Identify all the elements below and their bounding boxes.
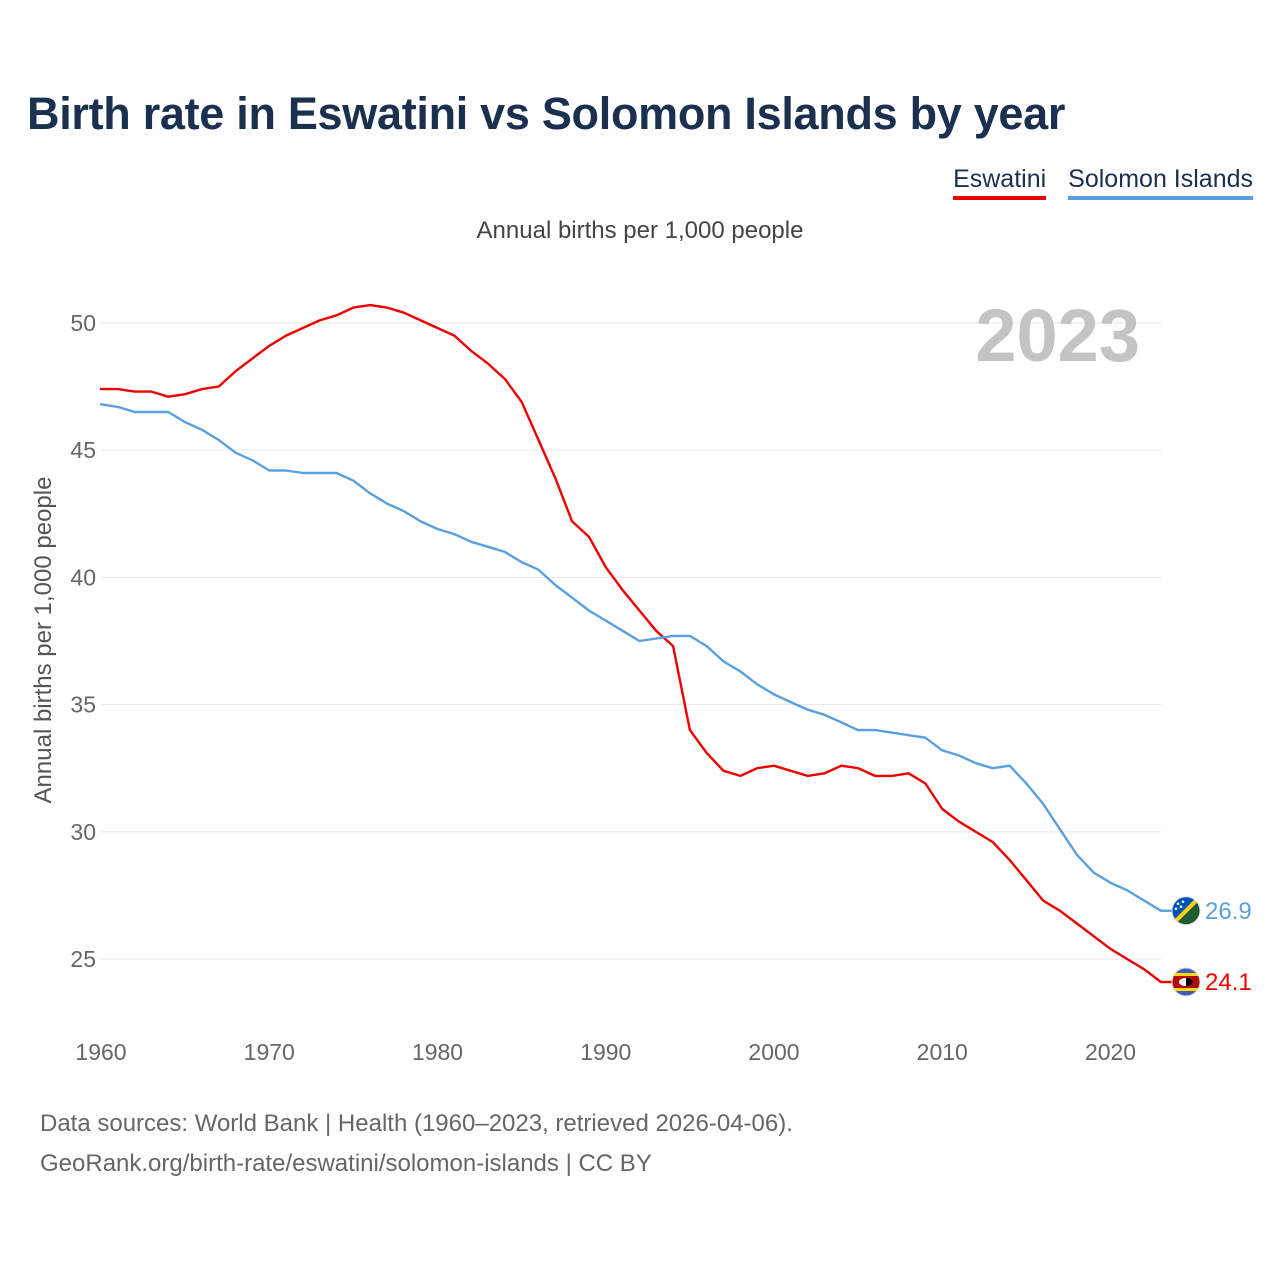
series-lines xyxy=(99,303,1173,984)
y-tick-label: 25 xyxy=(70,946,96,972)
series-line-solomon-islands[interactable] xyxy=(99,403,1163,912)
x-axis-ticks: 1960 1970 1980 1990 2000 2010 2020 xyxy=(75,1039,1136,1065)
end-value-solomon-islands: 26.9 xyxy=(1205,898,1252,925)
y-axis-ticks: 25 30 35 40 45 50 xyxy=(70,310,96,972)
end-markers xyxy=(1171,896,1201,997)
x-tick-label: 1960 xyxy=(75,1039,126,1065)
footer-attribution: GeoRank.org/birth-rate/eswatini/solomon-… xyxy=(40,1150,652,1177)
y-tick-label: 40 xyxy=(70,564,96,590)
y-tick-label: 45 xyxy=(70,437,96,463)
chart-title: Birth rate in Eswatini vs Solomon Island… xyxy=(27,88,1066,139)
x-tick-label: 2020 xyxy=(1085,1039,1136,1065)
x-tick-label: 2010 xyxy=(917,1039,968,1065)
year-marker: 2023 xyxy=(975,294,1140,377)
gridlines xyxy=(101,322,1161,960)
end-value-eswatini: 24.1 xyxy=(1205,969,1252,996)
y-tick-label: 50 xyxy=(70,310,96,336)
legend-item-solomon-islands[interactable]: Solomon Islands xyxy=(1068,165,1253,200)
footer: Data sources: World Bank | Health (1960–… xyxy=(40,1104,793,1184)
y-tick-label: 30 xyxy=(70,819,96,845)
series-line-eswatini[interactable] xyxy=(99,303,1163,984)
x-tick-label: 1990 xyxy=(580,1039,631,1065)
legend-item-eswatini[interactable]: Eswatini xyxy=(953,165,1047,200)
y-axis-label: Annual births per 1,000 people xyxy=(30,477,57,804)
x-tick-label: 2000 xyxy=(748,1039,799,1065)
y-tick-label: 35 xyxy=(70,692,96,718)
footer-sources: Data sources: World Bank | Health (1960–… xyxy=(40,1110,793,1137)
eswatini-flag-icon xyxy=(1171,967,1201,997)
solomon-islands-flag-icon xyxy=(1171,896,1201,926)
x-tick-label: 1970 xyxy=(244,1039,295,1065)
x-tick-label: 1980 xyxy=(412,1039,463,1065)
chart-subtitle: Annual births per 1,000 people xyxy=(476,217,804,244)
legend: Eswatini Solomon Islands xyxy=(953,165,1253,200)
